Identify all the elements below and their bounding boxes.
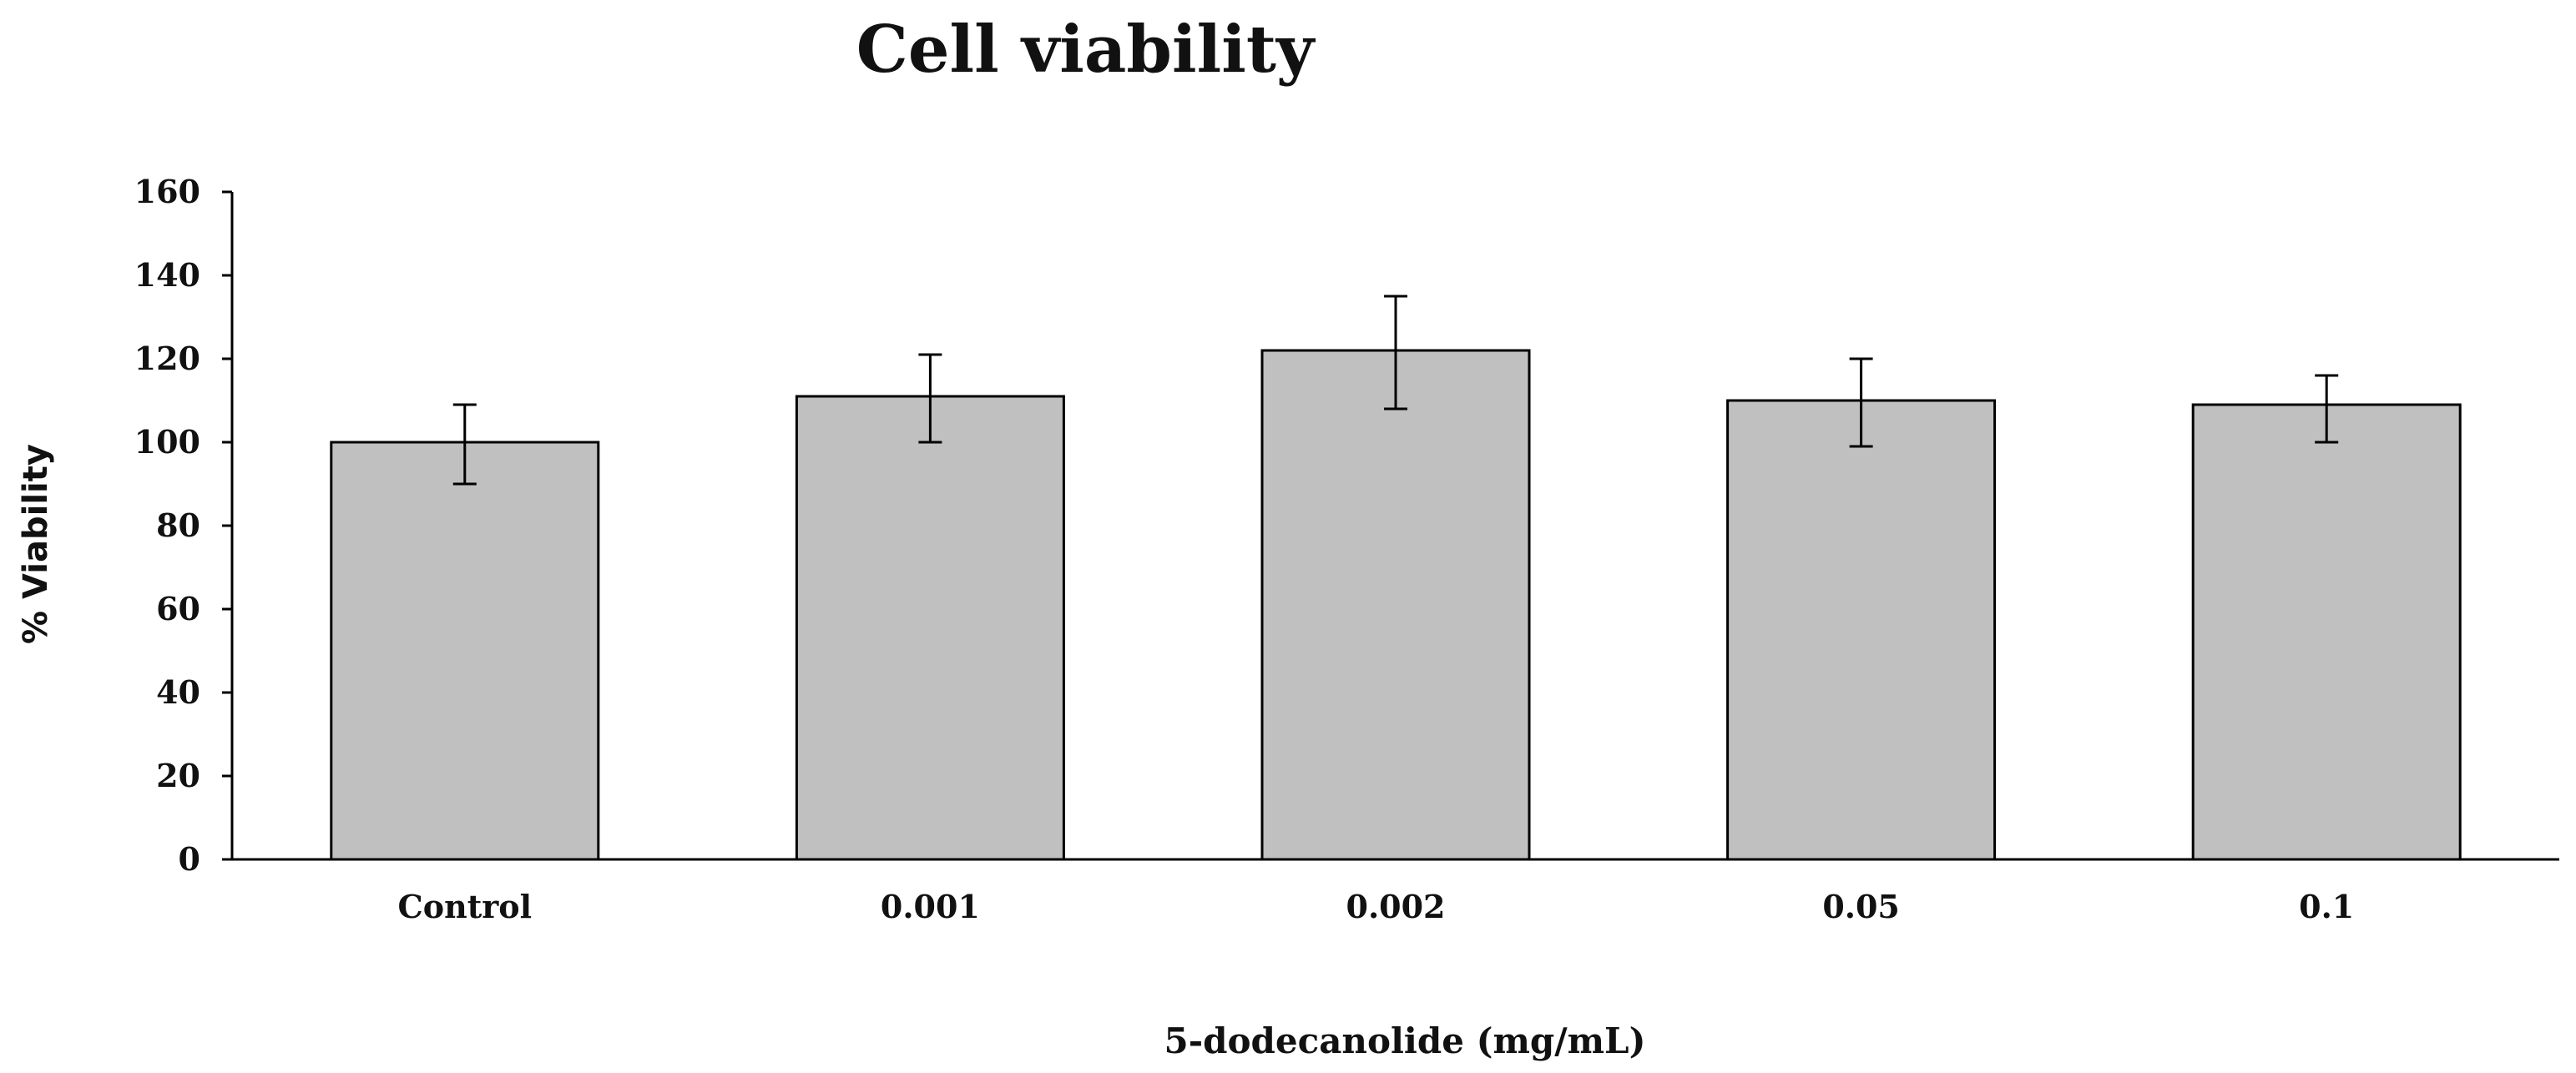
y-tick-label: 80 bbox=[156, 506, 200, 544]
y-tick-label: 100 bbox=[134, 423, 200, 461]
bar-0-05 bbox=[1726, 399, 1997, 861]
error-bar bbox=[1384, 295, 1407, 411]
x-tick-label: Control bbox=[398, 888, 533, 925]
bar-0-001 bbox=[795, 395, 1065, 861]
y-tick-label: 40 bbox=[156, 673, 200, 711]
x-axis-ticks: Control 0.001 0.002 0.05 0.1 bbox=[398, 888, 2355, 925]
x-axis-label: 5-dodecanolide (mg/mL) bbox=[1164, 1020, 1646, 1061]
error-bar bbox=[452, 403, 477, 486]
y-tick-label: 140 bbox=[134, 256, 200, 294]
chart-title: Cell viability bbox=[856, 12, 1316, 88]
error-bar bbox=[918, 353, 942, 444]
error-bar bbox=[2315, 374, 2339, 444]
error-bar bbox=[1849, 357, 1873, 448]
y-tick-label: 60 bbox=[156, 590, 200, 627]
x-tick-label: 0.1 bbox=[2299, 888, 2354, 925]
bar-control bbox=[330, 441, 600, 861]
y-tick-label: 20 bbox=[156, 757, 200, 794]
x-tick-label: 0.05 bbox=[1822, 888, 1900, 925]
error-bars-group bbox=[452, 295, 2339, 486]
y-tick-label: 120 bbox=[134, 340, 200, 377]
y-axis-ticks: 0 20 40 60 80 100 120 140 160 bbox=[134, 173, 232, 878]
y-tick-label: 160 bbox=[134, 173, 200, 210]
x-tick-label: 0.001 bbox=[881, 888, 980, 925]
x-tick-label: 0.002 bbox=[1346, 888, 1446, 925]
bars-group bbox=[330, 349, 2462, 861]
bar-0-002 bbox=[1260, 349, 1531, 861]
y-tick-label: 0 bbox=[179, 840, 200, 878]
bar-0-1 bbox=[2191, 403, 2462, 861]
y-axis-label: % Viability bbox=[17, 444, 55, 644]
